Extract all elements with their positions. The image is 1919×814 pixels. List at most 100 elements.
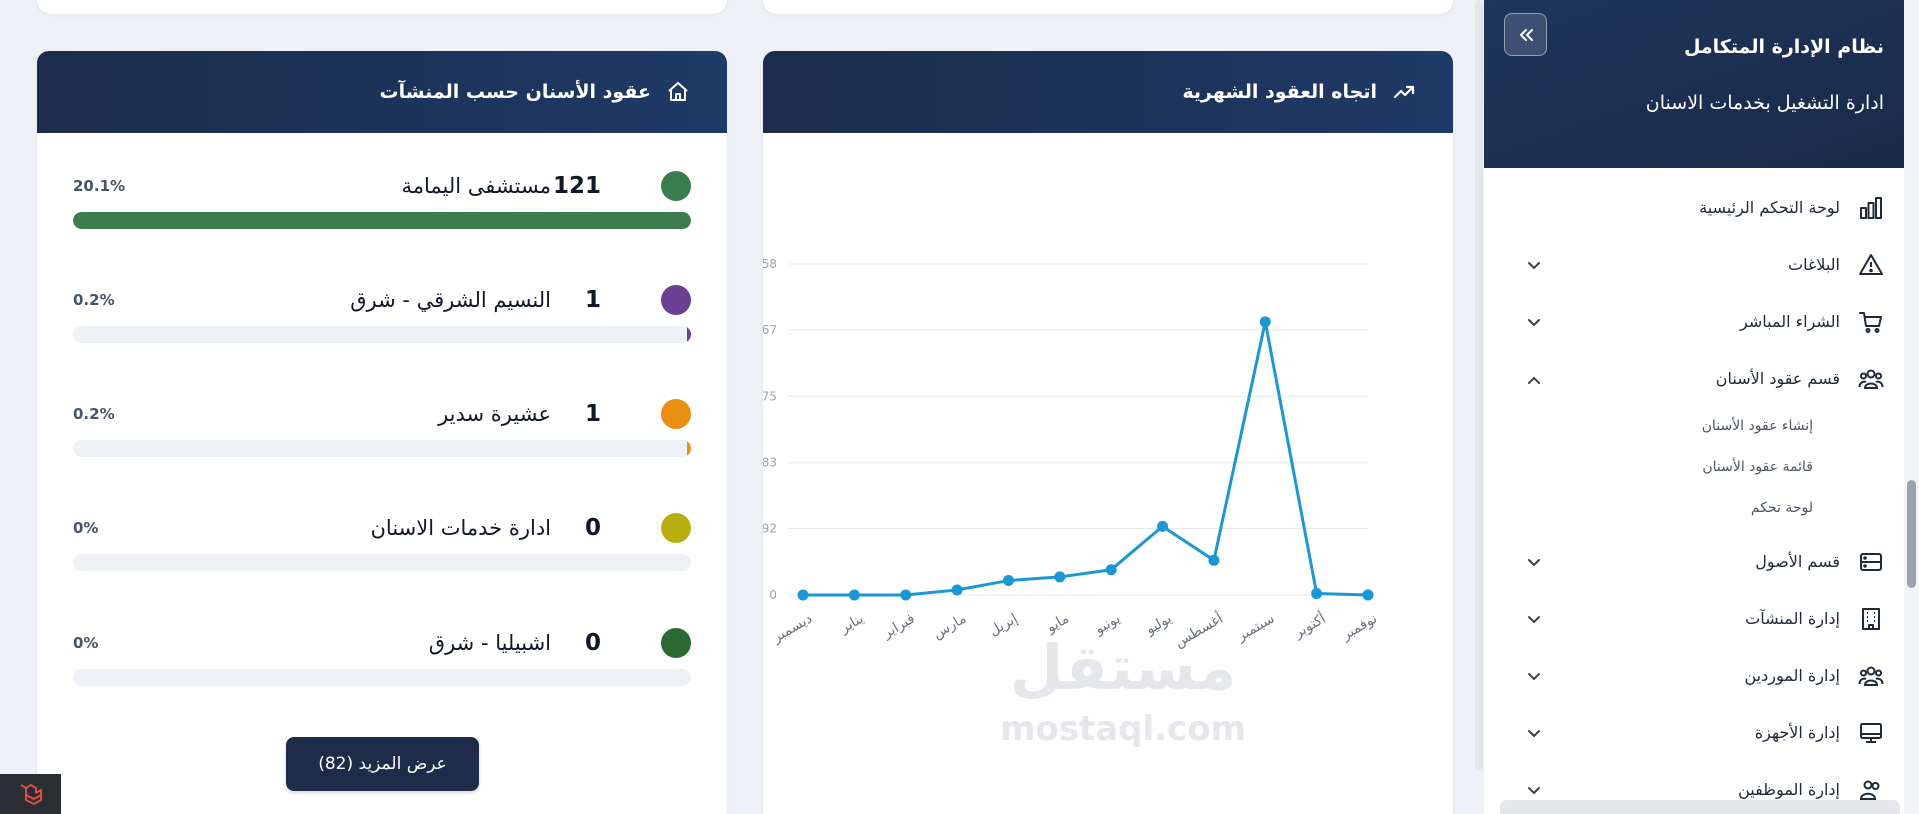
sidebar-item-direct-purchase[interactable]: الشراء المباشر (1484, 302, 1904, 342)
facility-progress-track (73, 440, 691, 457)
facility-percent: 0% (73, 519, 99, 537)
x-tick-label: فبراير (879, 611, 917, 642)
data-point (797, 589, 809, 601)
home-icon (665, 79, 691, 105)
y-tick-label: 183 (763, 456, 777, 470)
data-point (1157, 520, 1169, 532)
data-point (1054, 571, 1066, 583)
sidebar-item-facilities[interactable]: إدارة المنشآت (1484, 599, 1904, 639)
cart-icon (1859, 312, 1882, 333)
submenu-dashboard[interactable]: لوحة تحكم (1750, 500, 1813, 516)
chevron-down-icon (1528, 319, 1540, 327)
top-card-stub-right (763, 0, 1453, 14)
series-line (803, 320, 1369, 597)
facility-row: 0.2% النسيم الشرقي - شرق 1 (73, 285, 691, 345)
facility-progress-track (73, 669, 691, 686)
facility-count: 0 (584, 630, 601, 656)
facility-name: اشبيليا - شرق (428, 631, 551, 655)
submenu-dental-contracts-list[interactable]: قائمة عقود الأسنان (1702, 459, 1813, 475)
watermark-arabic: مستقل (1009, 631, 1237, 704)
facilities-card-title: عقود الأسنان حسب المنشآت (379, 81, 651, 103)
facility-row: 0% اشبيليا - شرق 0 (73, 628, 691, 688)
data-point (1362, 589, 1374, 601)
sidebar-item-label: البلاغات (1788, 255, 1840, 274)
y-tick-label: 458 (763, 257, 777, 271)
facility-progress-fill (73, 212, 691, 229)
x-tick-label: ديسمبر (769, 611, 815, 647)
chevron-down-icon (1528, 262, 1540, 270)
submenu-create-dental-contract[interactable]: إنشاء عقود الأسنان (1701, 418, 1813, 434)
sidebar-item-label: قسم الأصول (1755, 552, 1840, 571)
sidebar-item-assets[interactable]: قسم الأصول (1484, 542, 1904, 582)
facility-color-dot (661, 513, 691, 543)
facility-progress-track (73, 326, 691, 343)
sidebar-item-employees[interactable]: إدارة الموظفين (1484, 770, 1904, 810)
sidebar-item-devices[interactable]: إدارة الأجهزة (1484, 713, 1904, 753)
data-point (848, 589, 860, 601)
chevron-down-icon (1528, 559, 1540, 567)
server-icon (1860, 553, 1882, 571)
monthly-trend-card: اتجاه العقود الشهرية مستقل mostaql.com 0… (763, 51, 1453, 814)
facility-progress-fill (687, 440, 691, 457)
sidebar-item-main-dashboard[interactable]: لوحة التحكم الرئيسية (1484, 188, 1904, 228)
y-tick-label: 0 (769, 588, 777, 602)
sidebar-header: نظام الإدارة المتكامل ادارة التشغيل بخدم… (1484, 0, 1904, 168)
facility-count: 0 (584, 515, 601, 541)
data-point (1208, 554, 1220, 566)
x-tick-label: أغسطس (1171, 609, 1226, 651)
data-point (951, 584, 963, 596)
data-point (900, 589, 912, 601)
facility-name: عشيرة سدير (438, 402, 551, 426)
facility-name: مستشفى اليمامة (401, 174, 551, 198)
warning-icon (1859, 254, 1883, 275)
facility-progress-track (73, 554, 691, 571)
trend-card-title: اتجاه العقود الشهرية (1182, 81, 1377, 103)
sidebar-item-label: إدارة الأجهزة (1754, 723, 1840, 742)
laravel-logo-icon (20, 784, 42, 805)
system-title: نظام الإدارة المتكامل (1683, 36, 1884, 58)
users-icon (1858, 369, 1884, 389)
facilities-card-header: عقود الأسنان حسب المنشآت (37, 51, 727, 133)
sidebar-item-label: إدارة الموردين (1744, 666, 1840, 685)
chevron-down-icon (1528, 730, 1540, 738)
facility-progress-track (73, 212, 691, 229)
x-tick-label: مايو (1043, 611, 1072, 637)
sidebar-item-reports[interactable]: البلاغات (1484, 245, 1904, 285)
chevron-down-icon (1528, 616, 1540, 624)
system-subtitle: ادارة التشغيل بخدمات الاسنان (1645, 92, 1884, 114)
sidebar-scrollbar-track[interactable] (1904, 0, 1919, 814)
data-point (1311, 588, 1323, 600)
facility-color-dot (661, 285, 691, 315)
y-tick-label: 92 (763, 522, 777, 536)
sidebar-item-label: إدارة الموظفين (1738, 780, 1840, 799)
facility-count: 1 (584, 401, 601, 427)
sidebar-item-label: قسم عقود الأسنان (1715, 369, 1840, 388)
x-tick-label: يوليو (1142, 611, 1174, 639)
sidebar-item-label: الشراء المباشر (1740, 312, 1840, 331)
sidebar-item-suppliers[interactable]: إدارة الموردين (1484, 656, 1904, 696)
data-point (1105, 564, 1117, 576)
monitor-icon (1860, 723, 1882, 743)
sidebar-scrollbar-thumb[interactable] (1907, 480, 1916, 588)
x-tick-label: سبتمبر (1234, 611, 1278, 645)
sidebar: نظام الإدارة المتكامل ادارة التشغيل بخدم… (1484, 0, 1919, 814)
facility-row: 0.2% عشيرة سدير 1 (73, 399, 691, 459)
content-scrollbar[interactable] (1475, 0, 1483, 770)
sidebar-item-dental-contracts[interactable]: قسم عقود الأسنان (1484, 359, 1904, 399)
facility-count: 1 (584, 287, 601, 313)
facility-row: 0% ادارة خدمات الاسنان 0 (73, 513, 691, 573)
bar-chart-icon (1860, 197, 1882, 219)
sidebar-collapse-button[interactable] (1504, 13, 1547, 56)
show-more-button[interactable]: عرض المزيد (82) (286, 737, 479, 791)
trend-card-header: اتجاه العقود الشهرية (763, 51, 1453, 133)
facility-color-dot (661, 399, 691, 429)
data-point (1259, 316, 1271, 328)
framework-logo-badge[interactable] (0, 774, 61, 814)
facility-color-dot (661, 628, 691, 658)
sidebar-item-label: إدارة المنشآت (1745, 609, 1840, 628)
sidebar-bottom-bar (1500, 800, 1900, 814)
facility-percent: 0.2% (73, 405, 115, 423)
facility-percent: 20.1% (73, 177, 126, 195)
facility-percent: 0.2% (73, 291, 115, 309)
facility-percent: 0% (73, 634, 99, 652)
